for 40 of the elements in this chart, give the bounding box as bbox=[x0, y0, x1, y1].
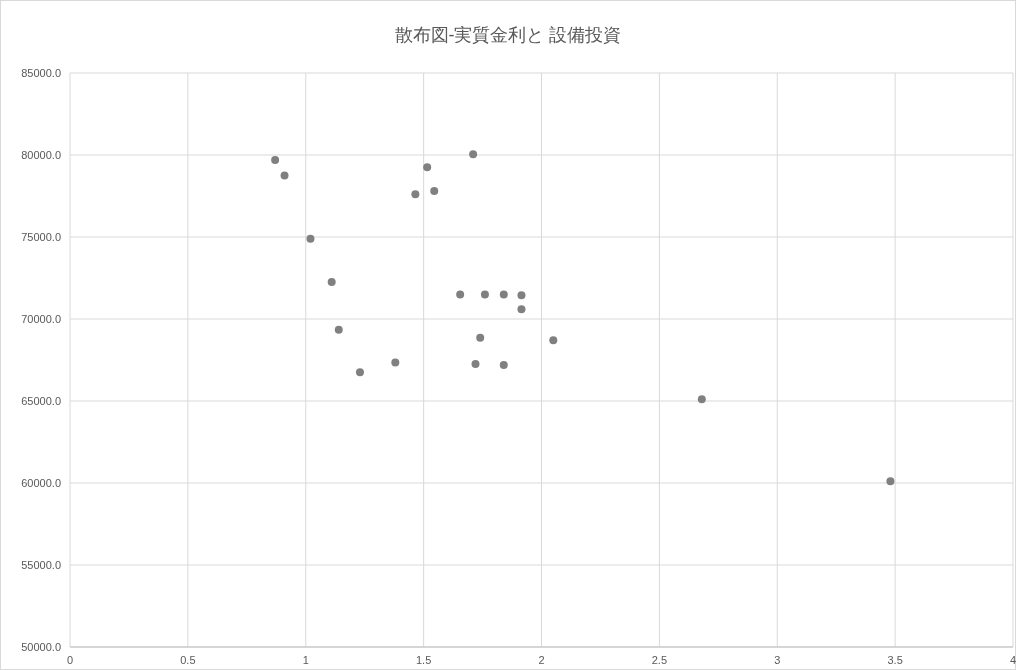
point bbox=[469, 150, 478, 159]
y-tick-label: 70000.0 bbox=[21, 313, 61, 325]
point bbox=[391, 358, 400, 367]
y-tick-label: 60000.0 bbox=[21, 477, 61, 489]
point bbox=[327, 278, 336, 287]
point bbox=[499, 360, 508, 369]
point bbox=[306, 234, 315, 243]
point bbox=[697, 395, 706, 404]
point bbox=[334, 325, 343, 334]
y-tick-label: 75000.0 bbox=[21, 231, 61, 243]
x-tick-label: 0.5 bbox=[180, 654, 196, 666]
x-tick-label: 4 bbox=[1009, 654, 1016, 666]
x-tick-label: 2.5 bbox=[651, 654, 668, 666]
point bbox=[471, 360, 480, 369]
point bbox=[517, 305, 526, 314]
y-tick-label: 80000.0 bbox=[21, 149, 61, 161]
point bbox=[423, 163, 432, 172]
chart-title: 散布図-実質金利と 設備投資 bbox=[394, 25, 622, 45]
point bbox=[499, 290, 508, 299]
point bbox=[430, 187, 439, 196]
point bbox=[280, 171, 289, 180]
x-tick-label: 3 bbox=[774, 654, 781, 666]
point bbox=[476, 333, 485, 342]
x-tick-label: 1 bbox=[302, 654, 309, 666]
point bbox=[456, 290, 465, 299]
x-tick-label: 1.5 bbox=[415, 654, 432, 666]
point bbox=[271, 155, 280, 164]
x-tick-label: 3.5 bbox=[887, 654, 903, 666]
point bbox=[355, 368, 364, 377]
point bbox=[411, 190, 420, 199]
point bbox=[480, 290, 489, 299]
point bbox=[549, 336, 558, 345]
point bbox=[886, 477, 895, 486]
y-tick-label: 65000.0 bbox=[21, 395, 61, 407]
x-tick-label: 2 bbox=[538, 654, 545, 666]
y-tick-label: 55000.0 bbox=[21, 559, 61, 571]
point bbox=[517, 291, 526, 300]
x-tick-label: 0 bbox=[66, 654, 74, 666]
y-tick-label: 85000.0 bbox=[21, 67, 61, 79]
y-tick-label: 50000.0 bbox=[21, 641, 61, 653]
